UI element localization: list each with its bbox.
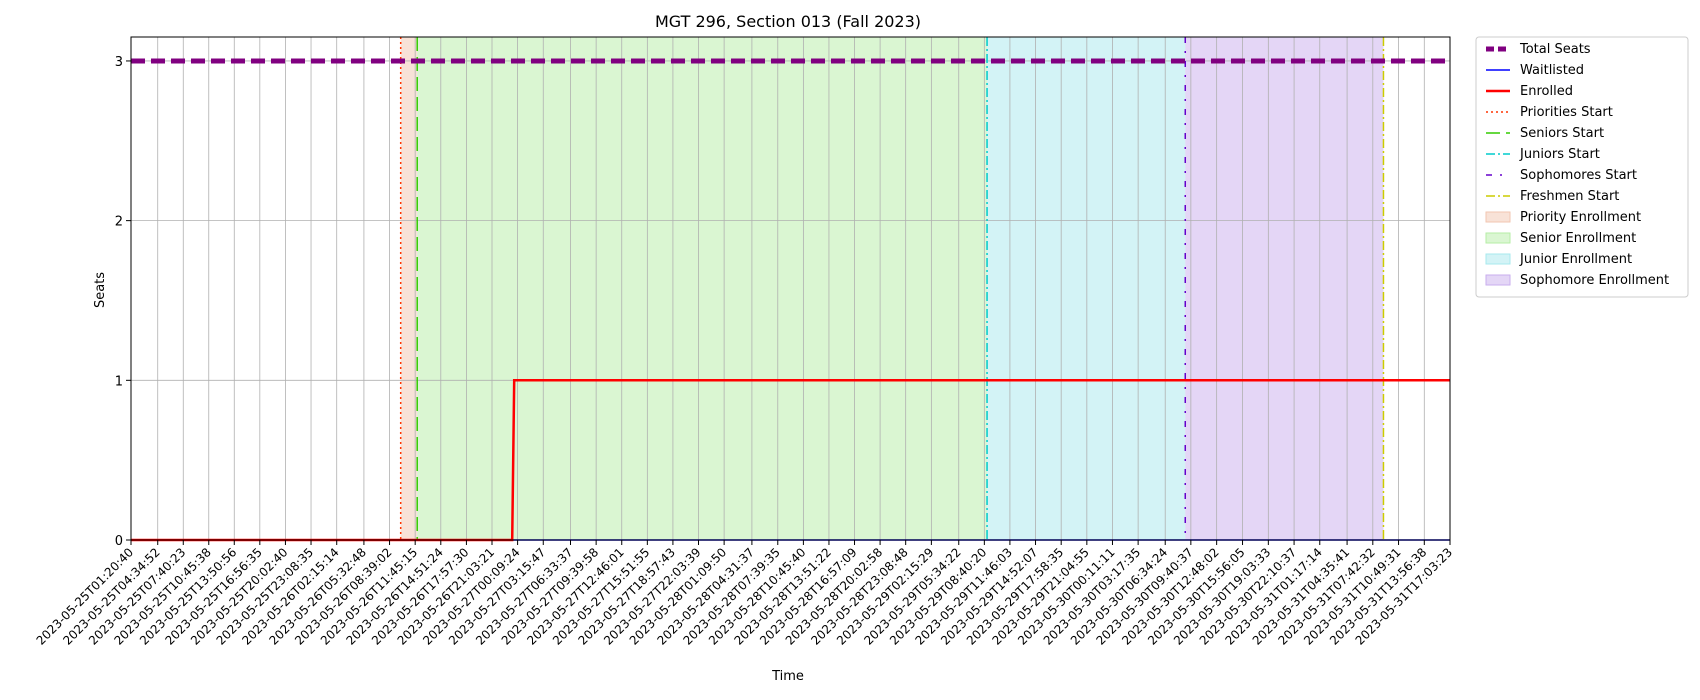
chart-title: MGT 296, Section 013 (Fall 2023) xyxy=(655,12,921,31)
y-tick-label: 0 xyxy=(115,534,123,549)
band-sophomore-enrollment xyxy=(1185,37,1384,540)
legend-label: Freshmen Start xyxy=(1520,189,1619,204)
y-tick-label: 1 xyxy=(115,374,123,389)
legend-label: Senior Enrollment xyxy=(1520,231,1636,246)
legend-label: Total Seats xyxy=(1519,42,1591,57)
legend-entry-enrolled: Enrolled xyxy=(1486,84,1573,99)
legend-entry-priority-enrollment: Priority Enrollment xyxy=(1485,210,1641,225)
legend-label: Junior Enrollment xyxy=(1519,252,1632,267)
legend-label: Enrolled xyxy=(1520,84,1573,99)
legend: Total Seats Waitlisted Enrolled Priorities … xyxy=(1475,36,1689,298)
y-tick-label: 3 xyxy=(115,55,123,70)
band-senior-enrollment xyxy=(417,37,988,540)
legend-label: Seniors Start xyxy=(1520,126,1604,141)
x-axis-label: Time xyxy=(771,669,804,684)
legend-key xyxy=(1485,232,1511,244)
legend-entry-senior-enrollment: Senior Enrollment xyxy=(1485,231,1636,246)
y-axis-ticks: 0 1 2 3 xyxy=(115,55,131,549)
legend-entry-junior-enrollment: Junior Enrollment xyxy=(1485,252,1632,267)
band-priority-enrollment xyxy=(400,37,418,540)
legend-entry-juniors-start: Juniors Start xyxy=(1486,147,1600,162)
legend-entry-sophomores-start: Sophomores Start xyxy=(1486,168,1637,183)
legend-label: Sophomores Start xyxy=(1520,168,1637,183)
legend-label: Sophomore Enrollment xyxy=(1520,273,1669,288)
legend-key xyxy=(1485,274,1511,286)
legend-entry-total-seats: Total Seats xyxy=(1486,42,1591,57)
legend-entry-seniors-start: Seniors Start xyxy=(1486,126,1604,141)
band-junior-enrollment xyxy=(987,37,1186,540)
legend-label: Priority Enrollment xyxy=(1520,210,1641,225)
plot-frame xyxy=(130,36,1451,541)
legend-box xyxy=(1475,36,1689,298)
legend-entry-freshmen-start: Freshmen Start xyxy=(1486,189,1619,204)
legend-key xyxy=(1485,253,1511,265)
enrollment-bands xyxy=(400,37,1384,540)
legend-key xyxy=(1485,211,1511,223)
grid xyxy=(130,37,1451,541)
y-tick-label: 2 xyxy=(115,215,123,230)
legend-entry-waitlisted: Waitlisted xyxy=(1486,63,1584,78)
legend-label: Waitlisted xyxy=(1520,63,1584,78)
legend-entry-priorities-start: Priorities Start xyxy=(1486,105,1613,120)
x-axis-ticks: 2023-05-25T01:20:402023-05-25T04:34:5220… xyxy=(34,540,1455,648)
legend-label: Juniors Start xyxy=(1519,147,1600,162)
phase-start-lines xyxy=(399,37,1385,540)
legend-entry-sophomore-enrollment: Sophomore Enrollment xyxy=(1485,273,1669,288)
y-axis-label: Seats xyxy=(93,272,108,308)
legend-label: Priorities Start xyxy=(1520,105,1613,120)
